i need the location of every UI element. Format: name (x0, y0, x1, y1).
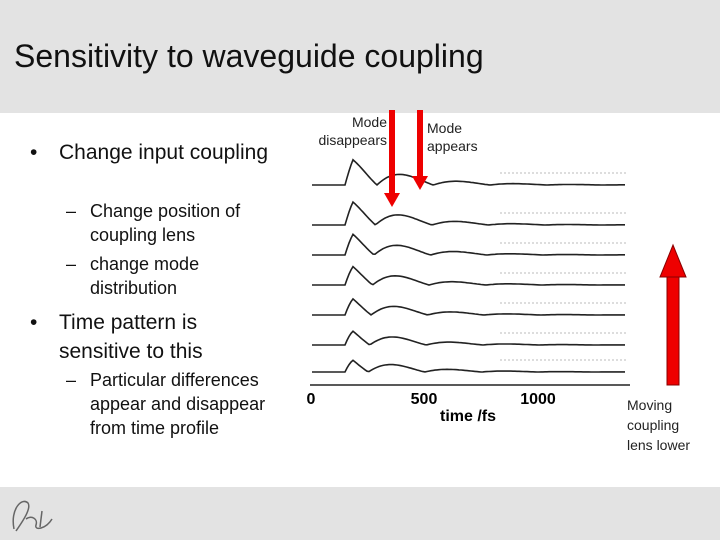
annotation: Mode disappears (318, 114, 388, 148)
trace (312, 359, 625, 373)
logo (12, 500, 53, 532)
caption: Moving coupling lens lower (627, 397, 691, 453)
header-band (0, 0, 720, 113)
x-tick-label: 1000 (520, 391, 556, 408)
arrow-up (666, 274, 680, 386)
x-tick-label: 0 (307, 391, 316, 408)
bullet-text: Change input coupling (59, 141, 268, 164)
bullet: • Time pattern is sensitive to this (30, 308, 280, 366)
bullet: • Change input coupling (30, 138, 280, 167)
slide-title: Sensitivity to waveguide coupling (14, 38, 484, 74)
sub-bullet-text: change mode distribution (90, 254, 200, 298)
trace (312, 158, 625, 186)
trace (312, 200, 625, 226)
trace (312, 297, 625, 316)
arrow-down (384, 193, 400, 207)
trace (312, 330, 625, 346)
sub-bullet: – Change position of coupling lens (66, 199, 276, 247)
arrow-down (412, 176, 428, 190)
arrow-down (389, 110, 395, 195)
trace (312, 233, 625, 256)
sub-bullet-text: Change position of coupling lens (90, 201, 241, 245)
annotation: Mode appears (427, 120, 478, 154)
bullet-text: Time pattern is sensitive to this (59, 311, 203, 363)
sub-bullet: – change mode distribution (66, 252, 276, 300)
footer-band (0, 487, 720, 540)
sub-bullet: – Particular differences appear and disa… (66, 368, 296, 440)
x-tick-label: 500 (411, 391, 438, 408)
x-axis-label: time /fs (440, 408, 496, 425)
arrow-up (659, 243, 687, 278)
sub-bullet-text: Particular differences appear and disapp… (90, 370, 266, 438)
trace (312, 265, 625, 286)
arrow-down (417, 110, 423, 178)
traces (312, 158, 628, 373)
